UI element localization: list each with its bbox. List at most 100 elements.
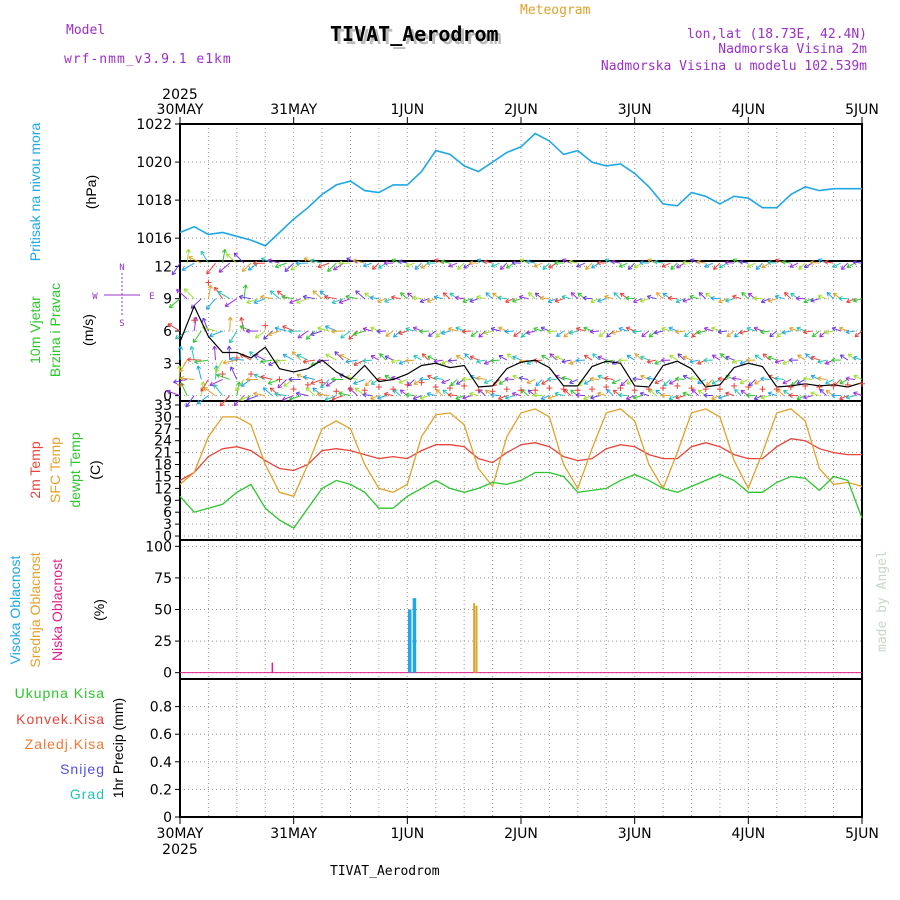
- wind-arrow-head: [776, 332, 779, 338]
- wind-arrow-head: [476, 375, 481, 379]
- wind-arrow-head: [575, 392, 580, 396]
- wind-arrow-head: [185, 404, 190, 408]
- wind-arrow-head: [333, 266, 336, 271]
- wind-arrow-head: [618, 394, 623, 398]
- wind-arrow: [540, 327, 550, 332]
- wind-arrow-head: [668, 327, 672, 332]
- wind-arrow: [242, 262, 252, 272]
- wind-arrow: [654, 379, 664, 384]
- wind-arrow-head: [352, 331, 357, 335]
- wind-arrow: [689, 295, 699, 300]
- wind-arrow-head: [769, 332, 772, 337]
- wind-arrow: [291, 351, 302, 361]
- wind-arrow-head: [316, 358, 321, 362]
- wind-arrow: [853, 375, 863, 380]
- wind-arrow: [598, 330, 607, 337]
- wind-arrow: [363, 262, 372, 267]
- wind-arrow: [235, 379, 245, 392]
- wind-arrow-head: [174, 334, 178, 339]
- x-tick-label-bottom: 5JUN: [845, 826, 879, 842]
- wind-arrow-head: [852, 297, 857, 302]
- wind-arrow: [462, 298, 472, 303]
- wind-arrow-head: [768, 355, 773, 358]
- wind-arrow-head: [405, 262, 409, 267]
- wind-arrow: [413, 327, 422, 332]
- wind-arrow-head: [179, 369, 184, 373]
- wind-arrow-head: [370, 395, 374, 400]
- wind-arrow-head: [288, 376, 293, 380]
- wind-arrow: [584, 354, 593, 361]
- wind-arrow-head: [763, 353, 768, 356]
- wind-arrow-head: [775, 294, 780, 297]
- wind-arrow-head: [519, 375, 524, 379]
- wind-arrow: [512, 298, 522, 303]
- y-tick-label: 18: [154, 458, 172, 474]
- wind-arrow-head: [276, 290, 280, 295]
- wind-arrow-head: [441, 360, 445, 365]
- wind-arrow-head: [576, 263, 580, 267]
- wind-arrow-head: [490, 358, 495, 362]
- wind-arrow-head: [640, 300, 645, 303]
- wind-arrow-head: [331, 376, 336, 380]
- y-tick-label: 24: [154, 434, 172, 450]
- wind-arrow-head: [282, 399, 287, 402]
- wind-arrow: [526, 260, 536, 264]
- wind-arrow: [492, 379, 501, 387]
- wind-arrow-head: [704, 263, 708, 268]
- wind-arrow-head: [476, 361, 481, 364]
- wind-arrow-head: [270, 387, 275, 390]
- wind-arrow: [568, 330, 578, 334]
- wind-arrow-head: [236, 381, 240, 386]
- wind-arrow-head: [348, 335, 351, 340]
- wind-arrow-head: [640, 355, 645, 358]
- precip-legend-2: Zaledj.Kisa: [25, 736, 105, 752]
- ylabel-clouds-mid: Srednja Oblacnost: [27, 552, 43, 667]
- wind-arrow: [819, 389, 827, 396]
- wind-arrow: [661, 262, 671, 268]
- wind-arrow: [718, 378, 728, 380]
- wind-arrow: [604, 295, 614, 300]
- wind-arrow: [704, 327, 713, 332]
- wind-arrow-head: [312, 290, 318, 293]
- wind-arrow-head: [449, 292, 455, 295]
- wind-arrow-head: [840, 265, 843, 270]
- wind-arrow: [186, 249, 190, 264]
- wind-arrow-head: [426, 391, 431, 394]
- wind-arrow-head: [268, 361, 272, 366]
- wind-arrow-head: [597, 356, 601, 361]
- panels-group: 1016101810201022036912036912151821242730…: [7, 87, 879, 858]
- y-tick-label: 21: [154, 446, 172, 462]
- wind-arrow: [669, 379, 678, 385]
- wind-arrow: [289, 395, 301, 401]
- wind-arrow-head: [291, 351, 294, 356]
- wind-arrow-head: [498, 326, 503, 329]
- wind-arrow-head: [400, 292, 405, 294]
- wind-arrow-head: [826, 292, 832, 294]
- wind-arrow: [200, 250, 209, 264]
- ylabel-pressure: Pritisak na nivou mora: [27, 123, 43, 262]
- wind-arrow-head: [841, 268, 846, 270]
- wind-arrow-head: [689, 358, 694, 363]
- wind-arrow-head: [767, 261, 772, 266]
- wind-arrow-head: [362, 328, 367, 332]
- wind-arrow: [635, 353, 643, 361]
- wind-arrow-head: [203, 387, 207, 392]
- wind-arrow-head: [533, 327, 537, 332]
- wind-arrow-head: [246, 399, 251, 401]
- wind-arrow-head: [661, 326, 666, 329]
- wind-arrow: [519, 377, 529, 380]
- wind-arrow-head: [213, 384, 215, 389]
- wind-arrow-head: [597, 298, 601, 302]
- wind-arrow-head: [455, 355, 459, 360]
- wind-arrow-head: [260, 376, 264, 380]
- wind-arrow: [274, 359, 287, 362]
- wind-arrow-head: [628, 268, 633, 270]
- wind-arrow-head: [519, 259, 523, 264]
- wind-arrow-head: [167, 323, 171, 328]
- wind-arrow: [362, 359, 372, 362]
- wind-arrow: [490, 359, 500, 362]
- compass-s: S: [119, 319, 124, 329]
- wind-arrow-head: [490, 360, 495, 363]
- wind-arrow-head: [781, 329, 786, 334]
- wind-arrow-head: [689, 377, 694, 381]
